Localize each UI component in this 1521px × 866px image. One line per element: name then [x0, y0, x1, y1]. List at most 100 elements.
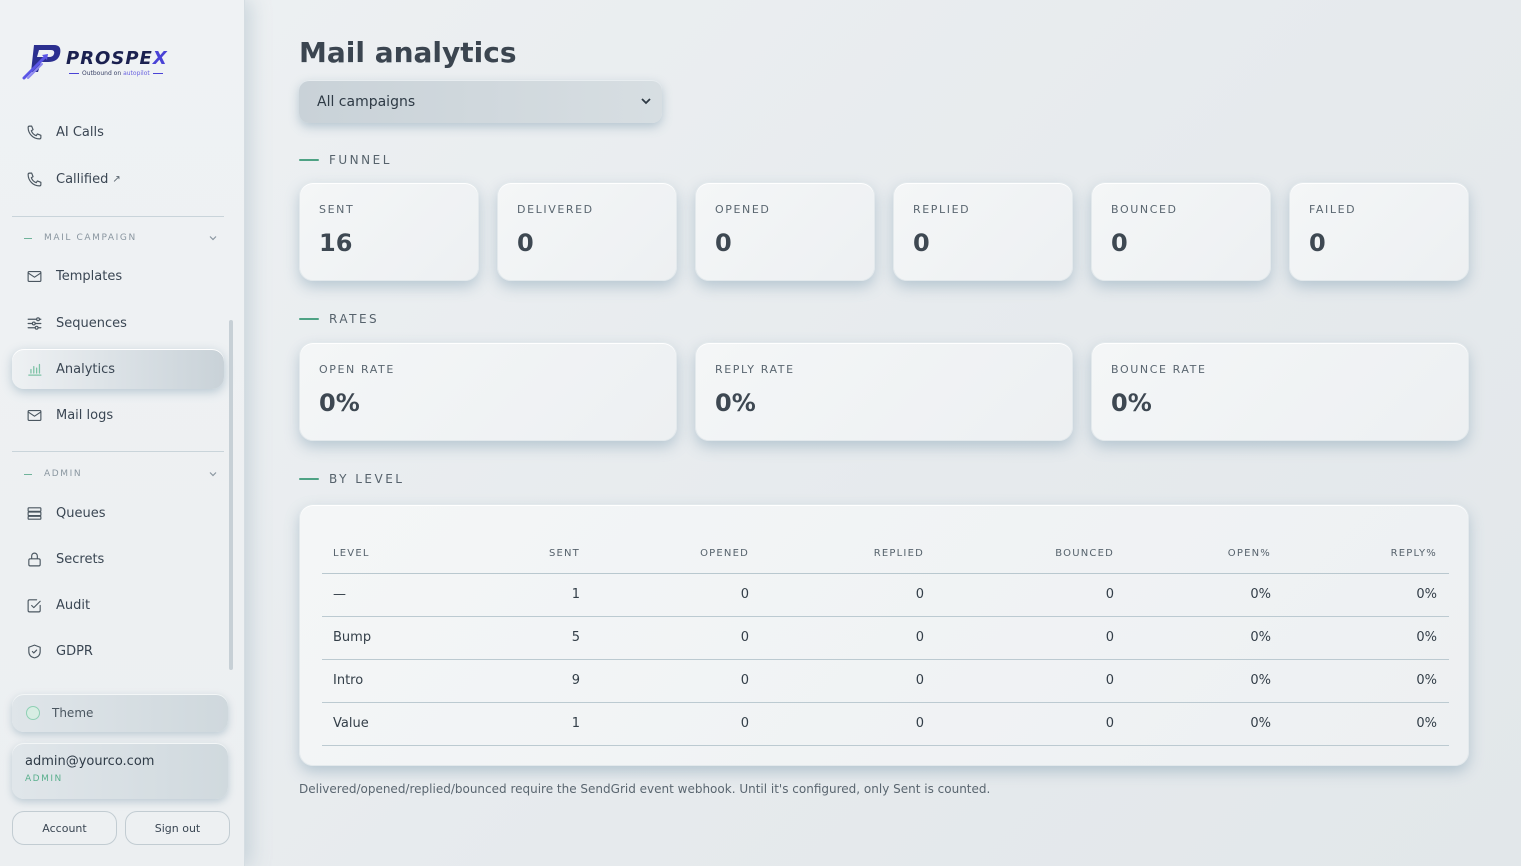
- table-cell: 0: [592, 659, 761, 703]
- column-header: OPENED: [592, 535, 761, 574]
- stat-value: 0%: [715, 389, 756, 417]
- sidebar-item-gdpr[interactable]: GDPR: [12, 631, 224, 671]
- sidebar-item-callified[interactable]: Callified ↗: [12, 159, 224, 199]
- logo-mark-icon: [22, 45, 61, 80]
- mail-icon: [25, 267, 43, 285]
- table-cell: 0%: [1126, 659, 1283, 703]
- sidebar-item-secrets[interactable]: Secrets: [12, 539, 224, 579]
- sidebar-item-mail-logs[interactable]: Mail logs: [12, 395, 224, 435]
- funnel-card-delivered: DELIVERED 0: [497, 182, 677, 281]
- stat-value: 0: [1111, 229, 1128, 257]
- sidebar-scrollbar[interactable]: [229, 320, 233, 670]
- bar-chart-icon: [25, 360, 43, 378]
- stat-label: SENT: [319, 203, 355, 216]
- campaign-select-value: All campaigns: [317, 93, 416, 110]
- by-level-section-title: BY LEVEL: [299, 472, 404, 486]
- column-header: SENT: [452, 535, 592, 574]
- section-accent-bar: [299, 159, 319, 161]
- by-level-table-card: LEVEL SENT OPENED REPLIED BOUNCED OPEN% …: [299, 504, 1469, 766]
- section-title-text: FUNNEL: [329, 153, 392, 167]
- section-title-text: RATES: [329, 312, 380, 326]
- chevron-down-icon: [209, 236, 217, 241]
- table-cell: 0: [936, 573, 1126, 617]
- webhook-footnote: Delivered/opened/replied/bounced require…: [299, 782, 991, 796]
- stat-value: 16: [319, 229, 353, 257]
- column-header: LEVEL: [322, 535, 452, 574]
- sidebar-item-label: Secrets: [56, 551, 105, 567]
- funnel-card-failed: FAILED 0: [1289, 182, 1469, 281]
- campaign-select[interactable]: All campaigns: [299, 80, 662, 123]
- prospex-logo[interactable]: PROSPEX Outbound on autopilot: [22, 42, 182, 82]
- rate-card-bounce: BOUNCE RATE 0%: [1091, 342, 1469, 441]
- sidebar-item-label: Analytics: [56, 361, 116, 377]
- account-button[interactable]: Account: [12, 811, 117, 845]
- table-cell: 0: [592, 573, 761, 617]
- stack-icon: [25, 504, 43, 522]
- table-cell: Bump: [322, 616, 452, 660]
- sidebar-item-label: AI Calls: [56, 124, 104, 140]
- user-role-badge: ADMIN: [25, 774, 63, 784]
- table-header-row: LEVEL SENT OPENED REPLIED BOUNCED OPEN% …: [322, 535, 1449, 574]
- shield-check-icon: [25, 642, 43, 660]
- section-title: ADMIN: [44, 469, 83, 479]
- theme-icon: [26, 706, 40, 720]
- stat-value: 0%: [319, 389, 360, 417]
- section-dash: [24, 237, 32, 239]
- table-cell: 0%: [1126, 573, 1283, 617]
- stat-value: 0: [913, 229, 930, 257]
- check-square-icon: [25, 596, 43, 614]
- table-cell: 0: [761, 616, 936, 660]
- sidebar-item-label: Sequences: [56, 315, 127, 331]
- sidebar-item-label: Queues: [56, 505, 106, 521]
- section-admin[interactable]: ADMIN: [24, 466, 218, 482]
- theme-label: Theme: [52, 706, 94, 720]
- logo-wordmark: PROSPEX: [66, 48, 168, 69]
- sliders-icon: [25, 314, 43, 332]
- sidebar-divider: [12, 216, 224, 217]
- sidebar-item-ai-calls[interactable]: AI Calls: [12, 112, 224, 152]
- table-cell: —: [322, 573, 452, 617]
- table-cell: 0: [761, 573, 936, 617]
- sidebar-item-templates[interactable]: Templates: [12, 256, 224, 296]
- table-row: Bump 5 0 0 0 0% 0%: [322, 616, 1449, 660]
- stat-value: 0: [517, 229, 534, 257]
- rate-card-reply: REPLY RATE 0%: [695, 342, 1073, 441]
- table-cell: Value: [322, 702, 452, 746]
- table-cell: 0%: [1126, 616, 1283, 660]
- sidebar-item-queues[interactable]: Queues: [12, 493, 224, 533]
- chevron-down-icon: [209, 472, 217, 477]
- stat-value: 0: [715, 229, 732, 257]
- sidebar-item-label: Audit: [56, 597, 91, 613]
- stat-label: REPLIED: [913, 203, 971, 216]
- table-cell: 0: [761, 702, 936, 746]
- sidebar-divider: [12, 451, 224, 452]
- theme-toggle-button[interactable]: Theme: [12, 694, 228, 732]
- funnel-section-title: FUNNEL: [299, 153, 392, 167]
- sidebar-item-sequences[interactable]: Sequences: [12, 303, 224, 343]
- sidebar-item-audit[interactable]: Audit: [12, 585, 224, 625]
- sign-out-button[interactable]: Sign out: [125, 811, 230, 845]
- stat-value: 0: [1309, 229, 1326, 257]
- funnel-card-bounced: BOUNCED 0: [1091, 182, 1271, 281]
- table-cell: 1: [452, 573, 592, 617]
- section-mail-campaign[interactable]: MAIL CAMPAIGN: [24, 230, 218, 246]
- table-cell: 0: [761, 659, 936, 703]
- phone-icon: [25, 123, 43, 141]
- rate-card-open: OPEN RATE 0%: [299, 342, 677, 441]
- user-email: admin@yourco.com: [25, 754, 155, 769]
- stat-label: FAILED: [1309, 203, 1357, 216]
- table-cell: 0: [592, 702, 761, 746]
- table-cell: 9: [452, 659, 592, 703]
- table-row: — 1 0 0 0 0% 0%: [322, 573, 1449, 617]
- phone-icon: [25, 170, 43, 188]
- table-row: Intro 9 0 0 0 0% 0%: [322, 659, 1449, 703]
- by-level-table: LEVEL SENT OPENED REPLIED BOUNCED OPEN% …: [322, 535, 1449, 746]
- table-cell: 0%: [1283, 573, 1449, 617]
- sidebar-item-label: Mail logs: [56, 407, 114, 423]
- chevron-down-icon: [641, 98, 651, 105]
- table-cell: 5: [452, 616, 592, 660]
- sidebar-item-analytics[interactable]: Analytics: [12, 349, 224, 389]
- funnel-card-replied: REPLIED 0: [893, 182, 1073, 281]
- table-cell: 0%: [1126, 702, 1283, 746]
- section-title: MAIL CAMPAIGN: [44, 233, 137, 243]
